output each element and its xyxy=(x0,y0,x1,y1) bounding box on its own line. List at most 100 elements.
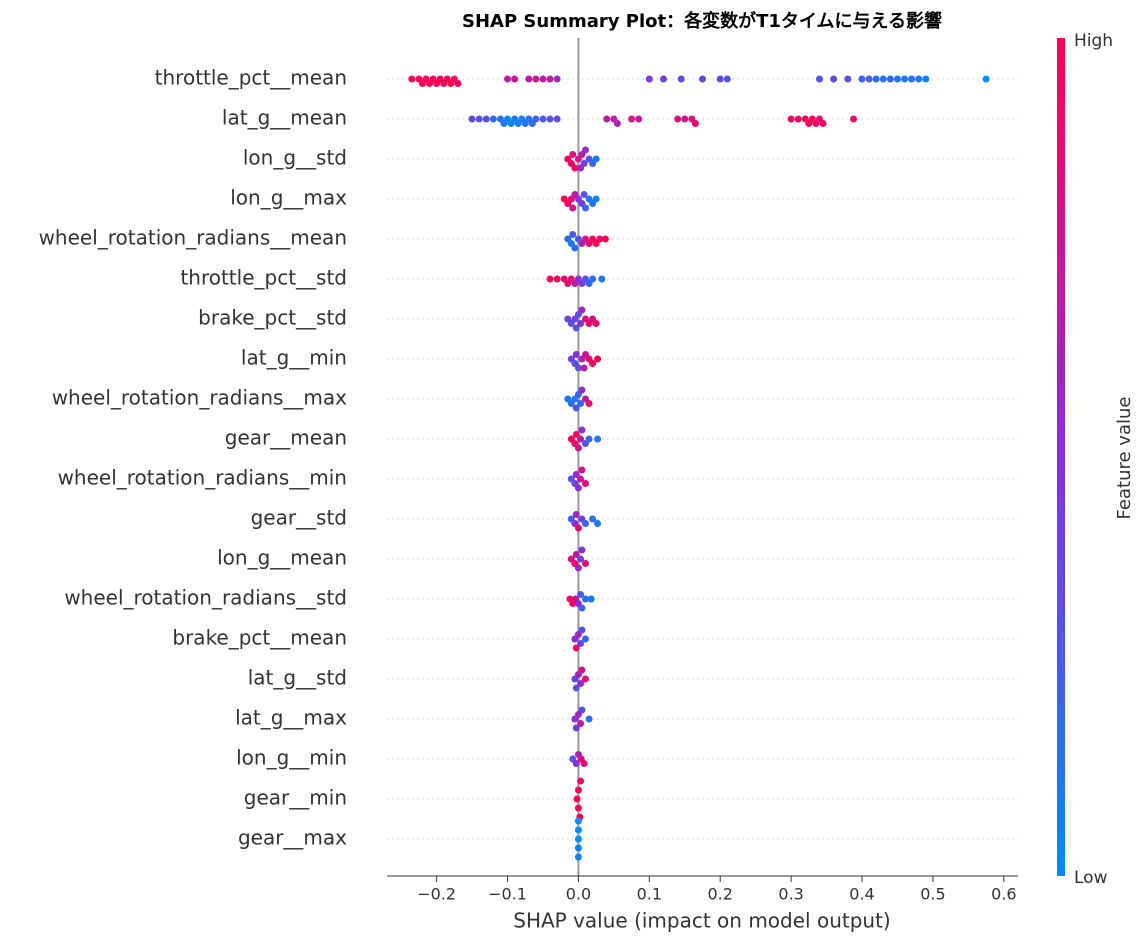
feature-label: brake_pct__mean xyxy=(172,626,347,650)
feature-label: lat_g__min xyxy=(241,346,347,370)
shap-dot xyxy=(886,75,894,83)
shap-dot xyxy=(525,75,533,83)
shap-dot xyxy=(592,320,600,327)
shap-dot xyxy=(572,684,580,692)
shap-dot xyxy=(794,115,802,123)
shap-dot xyxy=(578,706,586,714)
shap-dot xyxy=(787,115,795,123)
shap-dot xyxy=(577,720,585,727)
shap-dot xyxy=(577,640,585,647)
shap-dot xyxy=(589,515,597,523)
feature-label: wheel_rotation_radians__std xyxy=(64,586,347,610)
shap-dot xyxy=(546,275,554,283)
shap-dot xyxy=(569,151,577,158)
shap-dot xyxy=(577,400,585,407)
shap-dot xyxy=(454,80,462,87)
shap-dot xyxy=(572,404,580,412)
shap-dot xyxy=(577,591,585,598)
shap-dot xyxy=(580,160,588,167)
shap-dot xyxy=(574,444,582,452)
shap-dot xyxy=(915,75,923,83)
shap-dot xyxy=(858,75,866,83)
shap-dot xyxy=(594,435,602,443)
shap-dot xyxy=(574,826,582,834)
shap-dot xyxy=(574,564,582,572)
feature-label: wheel_rotation_radians__min xyxy=(58,466,347,490)
shap-dot xyxy=(574,524,582,532)
shap-dot xyxy=(674,115,682,123)
shap-dot xyxy=(577,435,585,443)
shap-dot xyxy=(569,204,577,212)
feature-label: lat_g__max xyxy=(235,706,347,730)
shap-dot xyxy=(577,777,585,785)
x-axis-label: SHAP value (impact on model output) xyxy=(513,909,890,933)
shap-dot xyxy=(645,75,653,83)
shap-dot xyxy=(830,75,838,83)
shap-dot xyxy=(574,817,582,825)
shap-dot xyxy=(572,324,580,332)
shap-dot xyxy=(578,306,586,314)
shap-dot xyxy=(681,115,689,123)
shap-dot xyxy=(475,115,483,123)
shap-dot xyxy=(573,795,581,803)
shap-dot xyxy=(539,115,547,123)
shap-dot xyxy=(504,75,512,83)
feature-label: lon_g__min xyxy=(236,746,347,770)
shap-dot xyxy=(592,155,600,163)
shap-dot xyxy=(850,115,858,123)
shap-dot xyxy=(578,386,586,394)
shap-dot xyxy=(677,75,685,83)
shap-dot xyxy=(482,115,490,123)
shap-dot xyxy=(578,626,586,634)
shap-dot xyxy=(569,231,577,238)
shap-dot xyxy=(628,115,636,123)
shap-dot xyxy=(578,604,586,612)
shap-dot xyxy=(723,75,731,83)
shap-dot xyxy=(574,844,582,852)
feature-label: brake_pct__std xyxy=(198,306,347,330)
shap-dot xyxy=(577,320,585,327)
shap-dot xyxy=(582,146,590,154)
shap-dot xyxy=(585,435,593,443)
shap-dot xyxy=(546,75,554,83)
shap-dot xyxy=(716,75,724,83)
shap-dot xyxy=(574,364,582,372)
shap-dot xyxy=(553,115,561,123)
shap-dot xyxy=(594,520,602,527)
feature-label: wheel_rotation_radians__max xyxy=(52,386,347,410)
shap-dot xyxy=(577,475,585,483)
shap-dot xyxy=(660,75,668,83)
shap-dot xyxy=(572,551,580,558)
shap-dot xyxy=(922,75,930,83)
shap-dot xyxy=(582,520,590,527)
feature-label: throttle_pct__std xyxy=(180,266,347,290)
shap-dot xyxy=(408,75,416,83)
shap-dot xyxy=(601,235,609,243)
shap-dot xyxy=(574,853,582,861)
shap-dot xyxy=(577,680,585,687)
shap-dot xyxy=(572,431,580,438)
shap-dot xyxy=(553,275,561,283)
shap-dot xyxy=(589,275,597,283)
shap-dot xyxy=(587,595,595,603)
shap-dot xyxy=(582,675,590,683)
shap-dot xyxy=(893,75,901,83)
colorbar-label: Feature value xyxy=(1114,397,1135,520)
shap-dot xyxy=(571,164,579,172)
shap-dot xyxy=(908,75,916,83)
shap-dot xyxy=(585,400,593,407)
shap-dot xyxy=(580,364,588,372)
x-tick-label: 0.4 xyxy=(849,885,874,904)
shap-dot xyxy=(572,760,580,767)
shap-dot xyxy=(844,75,852,83)
shap-dot xyxy=(582,635,590,643)
shap-dot xyxy=(532,115,540,123)
shap-dot xyxy=(596,235,604,243)
feature-label: gear__min xyxy=(244,786,347,810)
shap-dot xyxy=(574,786,582,794)
feature-label: lat_g__std xyxy=(248,666,347,690)
shap-dot xyxy=(603,115,611,123)
colorbar-high: High xyxy=(1074,31,1113,51)
x-tick-label: 0.2 xyxy=(707,885,732,904)
shap-dot xyxy=(578,666,586,674)
